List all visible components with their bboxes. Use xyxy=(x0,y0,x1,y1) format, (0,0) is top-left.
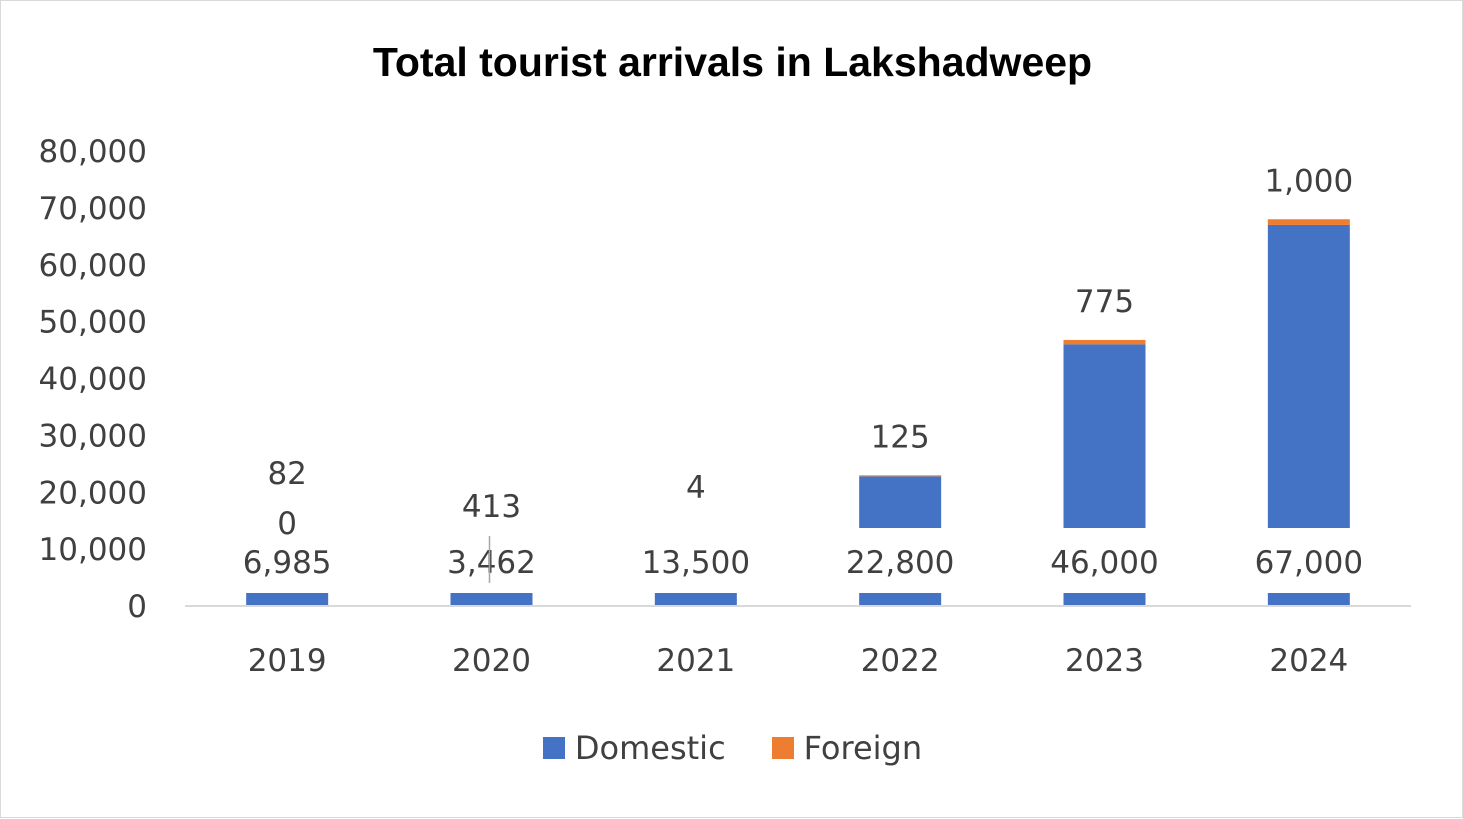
domestic-data-label: 6,985 xyxy=(243,545,332,581)
domestic-data-label: 46,000 xyxy=(1050,545,1158,581)
legend-item-domestic: Domestic xyxy=(542,729,726,767)
domestic-bar xyxy=(1063,344,1146,528)
domestic-bar-base xyxy=(246,593,329,605)
y-tick-label: 40,000 xyxy=(39,362,147,398)
y-tick-label: 80,000 xyxy=(39,134,147,170)
domestic-data-label: 22,800 xyxy=(846,545,954,581)
y-tick-label: 70,000 xyxy=(39,191,147,227)
foreign-data-label: 125 xyxy=(871,420,930,456)
foreign-bar xyxy=(859,475,942,477)
foreign-bar xyxy=(1063,339,1146,345)
x-tick-label: 2020 xyxy=(452,643,531,679)
domestic-bar-base xyxy=(859,593,942,605)
legend-swatch-domestic xyxy=(542,737,565,759)
domestic-bar-base xyxy=(654,593,737,605)
y-tick-label: 20,000 xyxy=(39,475,147,511)
foreign-bar xyxy=(1267,219,1350,225)
chart-legend: Domestic Foreign xyxy=(1,729,1463,767)
foreign-data-label-wrap: 0 xyxy=(277,506,297,542)
domestic-data-label: 3,462 xyxy=(447,545,536,581)
legend-item-foreign: Foreign xyxy=(771,729,923,767)
domestic-bar-base xyxy=(1267,593,1350,605)
domestic-bar-base xyxy=(450,593,533,605)
foreign-data-label: 4 xyxy=(686,470,706,506)
x-tick-label: 2024 xyxy=(1269,643,1348,679)
foreign-data-label: 82 xyxy=(267,456,306,492)
legend-swatch-foreign xyxy=(771,737,794,759)
x-tick-label: 2019 xyxy=(248,643,327,679)
y-tick-label: 0 xyxy=(127,589,147,625)
domestic-bar-base xyxy=(1063,593,1146,605)
x-tick-label: 2023 xyxy=(1065,643,1144,679)
y-tick-label: 50,000 xyxy=(39,305,147,341)
y-tick-label: 10,000 xyxy=(39,532,147,568)
domestic-bar xyxy=(1267,224,1350,528)
foreign-data-label: 413 xyxy=(462,489,521,525)
domestic-data-label: 67,000 xyxy=(1255,545,1363,581)
chart-title: Total tourist arrivals in Lakshadweep xyxy=(372,39,1093,85)
foreign-data-label: 1,000 xyxy=(1264,163,1353,199)
domestic-bar xyxy=(859,476,942,528)
foreign-data-label: 775 xyxy=(1075,284,1134,320)
domestic-data-label: 13,500 xyxy=(642,545,750,581)
x-tick-label: 2021 xyxy=(656,643,735,679)
legend-label-domestic: Domestic xyxy=(574,729,726,767)
y-tick-label: 30,000 xyxy=(39,418,147,454)
y-tick-label: 60,000 xyxy=(39,248,147,284)
x-tick-label: 2022 xyxy=(861,643,940,679)
legend-label-foreign: Foreign xyxy=(803,729,923,767)
